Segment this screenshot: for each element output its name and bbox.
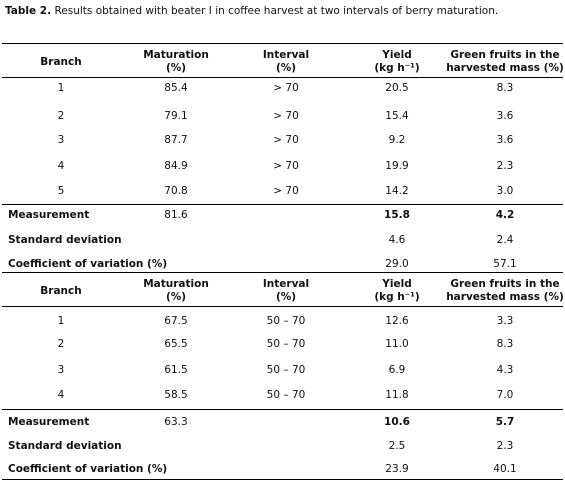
table-caption: Table 2. Results obtained with beater I … (5, 5, 498, 17)
measurement-maturation: 81.6 (164, 209, 188, 221)
header-yield: Yield (382, 49, 412, 61)
header-green-fruits: Green fruits in the (450, 49, 560, 61)
header-maturation-unit: (%) (165, 62, 187, 74)
cell-interval: > 70 (273, 160, 299, 172)
cell-maturation: 58.5 (164, 389, 188, 401)
cell-green-fruits: 4.3 (496, 364, 514, 376)
cell-green-fruits: 8.3 (496, 82, 514, 94)
cell-yield: 19.9 (385, 160, 409, 172)
cv-green-fruits: 40.1 (493, 463, 517, 475)
table-rule (2, 479, 563, 480)
header-yield: Yield (382, 278, 412, 290)
header-interval-unit: (%) (275, 291, 297, 303)
header-yield-unit: (kg h⁻¹) (374, 291, 420, 303)
header-green-fruits-unit: harvested mass (%) (446, 291, 564, 303)
cell-yield: 12.6 (385, 315, 409, 327)
measurement-green-fruits: 5.7 (495, 416, 515, 428)
cell-green-fruits: 2.3 (496, 160, 514, 172)
cell-green-fruits: 8.3 (496, 338, 514, 350)
measurement-label: Measurement (8, 416, 90, 428)
cell-yield: 6.9 (388, 364, 406, 376)
header-maturation: Maturation (143, 278, 209, 290)
cell-interval: 50 – 70 (266, 315, 306, 327)
cv-green-fruits: 57.1 (493, 258, 517, 270)
cell-interval: 50 – 70 (266, 364, 306, 376)
cell-maturation: 84.9 (164, 160, 188, 172)
table-rule (2, 409, 563, 410)
cv-label: Coefficient of variation (%) (8, 463, 168, 475)
header-yield-unit: (kg h⁻¹) (374, 62, 420, 74)
cell-branch: 2 (57, 110, 65, 122)
cell-yield: 14.2 (385, 185, 409, 197)
cell-maturation: 79.1 (164, 110, 188, 122)
cell-yield: 20.5 (385, 82, 409, 94)
measurement-yield: 10.6 (384, 416, 410, 428)
table-rule (2, 43, 563, 44)
table-rule (2, 77, 563, 78)
cell-maturation: 61.5 (164, 364, 188, 376)
cell-interval: > 70 (273, 185, 299, 197)
cell-green-fruits: 7.0 (496, 389, 514, 401)
header-green-fruits: Green fruits in the (450, 278, 560, 290)
cell-maturation: 87.7 (164, 134, 188, 146)
cell-branch: 1 (57, 315, 65, 327)
cell-maturation: 65.5 (164, 338, 188, 350)
header-interval: Interval (262, 49, 310, 61)
header-green-fruits-unit: harvested mass (%) (446, 62, 564, 74)
cell-yield: 9.2 (388, 134, 406, 146)
header-maturation: Maturation (143, 49, 209, 61)
cell-yield: 11.8 (385, 389, 409, 401)
header-branch: Branch (40, 285, 82, 297)
table-label: Table 2. (5, 5, 52, 17)
cell-branch: 3 (57, 364, 65, 376)
cell-green-fruits: 3.3 (496, 315, 514, 327)
cell-branch: 3 (57, 134, 65, 146)
cell-interval: 50 – 70 (266, 338, 306, 350)
cell-maturation: 67.5 (164, 315, 188, 327)
cell-branch: 1 (57, 82, 65, 94)
cell-green-fruits: 3.0 (496, 185, 514, 197)
cell-interval: > 70 (273, 110, 299, 122)
cv-label: Coefficient of variation (%) (8, 258, 168, 270)
measurement-yield: 15.8 (384, 209, 410, 221)
cell-branch: 4 (57, 160, 65, 172)
cv-yield: 29.0 (385, 258, 409, 270)
cell-green-fruits: 3.6 (496, 134, 514, 146)
cell-interval: 50 – 70 (266, 389, 306, 401)
table-rule (2, 204, 563, 205)
table-rule (2, 272, 563, 273)
cell-green-fruits: 3.6 (496, 110, 514, 122)
cell-maturation: 85.4 (164, 82, 188, 94)
table-rule (2, 306, 563, 307)
cell-maturation: 70.8 (164, 185, 188, 197)
cell-interval: > 70 (273, 82, 299, 94)
header-maturation-unit: (%) (165, 291, 187, 303)
header-branch: Branch (40, 56, 82, 68)
cell-branch: 2 (57, 338, 65, 350)
table-title: Results obtained with beater I in coffee… (54, 5, 499, 17)
cv-yield: 23.9 (385, 463, 409, 475)
header-interval: Interval (262, 278, 310, 290)
cell-branch: 5 (57, 185, 65, 197)
std-deviation-green-fruits: 2.4 (496, 234, 514, 246)
cell-branch: 4 (57, 389, 65, 401)
header-interval-unit: (%) (275, 62, 297, 74)
std-deviation-yield: 2.5 (388, 440, 406, 452)
cell-interval: > 70 (273, 134, 299, 146)
cell-yield: 15.4 (385, 110, 409, 122)
cell-yield: 11.0 (385, 338, 409, 350)
std-deviation-label: Standard deviation (8, 234, 122, 246)
measurement-maturation: 63.3 (164, 416, 188, 428)
std-deviation-label: Standard deviation (8, 440, 122, 452)
std-deviation-yield: 4.6 (388, 234, 406, 246)
measurement-green-fruits: 4.2 (495, 209, 515, 221)
measurement-label: Measurement (8, 209, 90, 221)
std-deviation-green-fruits: 2.3 (496, 440, 514, 452)
